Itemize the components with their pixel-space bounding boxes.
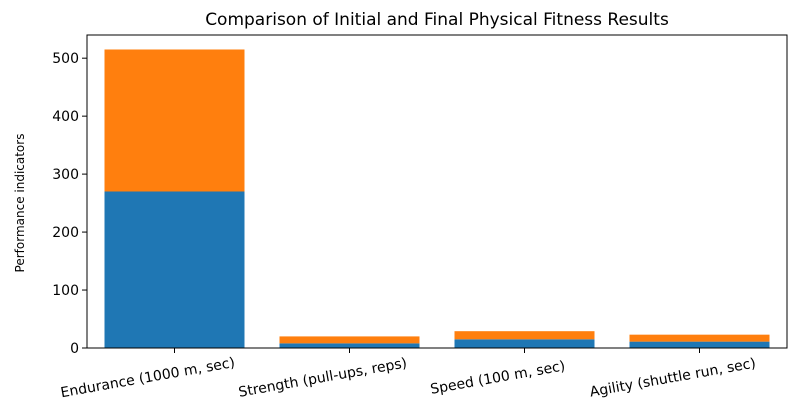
bar-series-1-4 bbox=[629, 341, 770, 348]
y-axis-ticks: 0 100 200 300 400 500 bbox=[52, 51, 87, 357]
bar-series-1-3 bbox=[454, 339, 595, 348]
bar-series-2-4 bbox=[629, 334, 770, 342]
y-tick-label: 200 bbox=[52, 225, 79, 241]
y-axis-label: Performance indicators bbox=[13, 134, 27, 273]
bar-series-1-1 bbox=[104, 191, 245, 348]
x-tick-label: Speed (100 m, sec) bbox=[429, 358, 566, 397]
bar-series-1-2 bbox=[279, 343, 420, 348]
plot-frame bbox=[86, 34, 788, 349]
x-axis-ticks: Endurance (1000 m, sec) Strength (pull-up… bbox=[59, 348, 757, 401]
y-tick-label: 400 bbox=[52, 109, 79, 125]
x-tick-label: Strength (pull-ups, reps) bbox=[237, 355, 408, 400]
y-tick-label: 500 bbox=[52, 51, 79, 67]
bar-series-2-3 bbox=[454, 331, 595, 340]
y-tick-label: 300 bbox=[52, 167, 79, 183]
y-tick-label: 0 bbox=[70, 341, 79, 357]
bar-series-2-1 bbox=[104, 49, 245, 192]
y-tick-label: 100 bbox=[52, 283, 79, 299]
bars-group bbox=[104, 49, 770, 348]
x-tick-label: Agility (shuttle run, sec) bbox=[589, 356, 757, 401]
chart-title: Comparison of Initial and Final Physical… bbox=[205, 10, 669, 30]
bar-series-2-2 bbox=[279, 336, 420, 344]
x-tick-label: Endurance (1000 m, sec) bbox=[59, 355, 236, 401]
